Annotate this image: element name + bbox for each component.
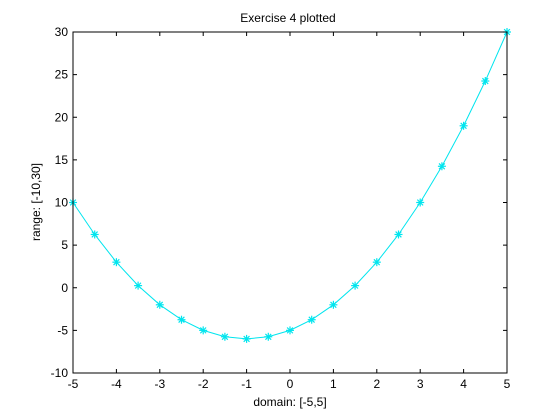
- y-tick-label: 15: [55, 153, 69, 167]
- data-point-marker: [178, 316, 186, 324]
- x-tick-label: 1: [330, 377, 337, 391]
- x-tick-label: -1: [241, 377, 252, 391]
- data-point-marker: [373, 258, 381, 266]
- y-tick-label: 0: [61, 281, 68, 295]
- x-axis-label: domain: [-5,5]: [253, 395, 326, 409]
- data-point-marker: [286, 326, 294, 334]
- y-tick-label: 20: [55, 110, 69, 124]
- data-point-marker: [438, 162, 446, 170]
- data-point-marker: [481, 77, 489, 85]
- y-tick-label: 25: [55, 68, 69, 82]
- x-tick-label: 4: [460, 377, 467, 391]
- data-point-marker: [134, 282, 142, 290]
- y-axis-label: range: [-10,30]: [29, 163, 43, 241]
- data-point-marker: [156, 301, 164, 309]
- data-point-marker: [329, 301, 337, 309]
- data-point-marker: [460, 122, 468, 130]
- data-point-marker: [112, 258, 120, 266]
- x-tick-label: 3: [417, 377, 424, 391]
- chart-title: Exercise 4 plotted: [240, 11, 335, 25]
- y-tick-label: -10: [51, 366, 69, 380]
- data-point-marker: [91, 230, 99, 238]
- data-point-marker: [199, 326, 207, 334]
- x-tick-label: 2: [373, 377, 380, 391]
- y-tick-label: 10: [55, 196, 69, 210]
- series-layer: [69, 28, 511, 343]
- x-tick-label: -3: [154, 377, 165, 391]
- x-tick-label: 0: [287, 377, 294, 391]
- data-point-marker: [264, 333, 272, 341]
- x-tick-label: 5: [504, 377, 511, 391]
- plot-area-frame: [73, 32, 507, 373]
- data-point-marker: [221, 333, 229, 341]
- data-point-marker: [395, 230, 403, 238]
- tick-layer: [73, 32, 507, 373]
- y-tick-label: -5: [57, 323, 68, 337]
- y-tick-label: 30: [55, 25, 69, 39]
- x-tick-label: -5: [68, 377, 79, 391]
- y-tick-label: 5: [61, 238, 68, 252]
- series-line: [73, 32, 507, 339]
- data-point-marker: [416, 199, 424, 207]
- x-tick-label: -4: [111, 377, 122, 391]
- data-point-marker: [243, 335, 251, 343]
- data-point-marker: [351, 282, 359, 290]
- data-point-marker: [308, 316, 316, 324]
- x-tick-label: -2: [198, 377, 209, 391]
